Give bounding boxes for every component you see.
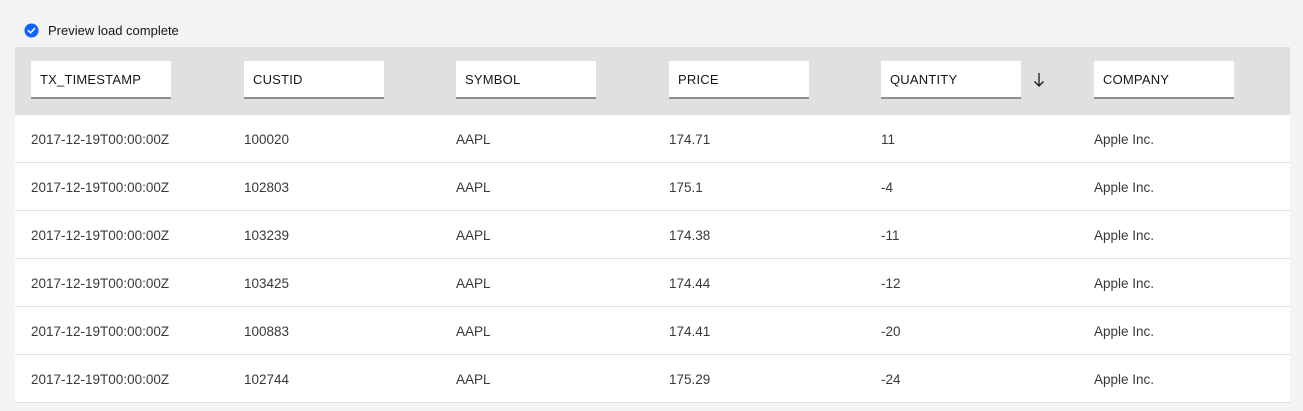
cell-quantity: 11 bbox=[881, 132, 896, 147]
cell-price: 174.44 bbox=[669, 276, 711, 291]
cell-quantity: -20 bbox=[881, 324, 901, 339]
cell-custid: 103425 bbox=[244, 276, 290, 291]
cell-price: 174.41 bbox=[669, 324, 711, 339]
cell-price: 174.38 bbox=[669, 228, 711, 243]
cell-symbol: AAPL bbox=[456, 324, 491, 339]
cell-price: 175.29 bbox=[669, 372, 711, 387]
cell-price: 175.1 bbox=[669, 180, 703, 195]
cell-symbol: AAPL bbox=[456, 228, 491, 243]
cell-quantity: -24 bbox=[881, 372, 901, 387]
table-body: 2017-12-19T00:00:00Z 100020 AAPL 174.71 11 Ap… bbox=[15, 115, 1290, 403]
cell-custid: 103239 bbox=[244, 228, 290, 243]
cell-quantity: -11 bbox=[881, 228, 900, 243]
cell-tx-timestamp: 2017-12-19T00:00:00Z bbox=[31, 228, 170, 243]
preview-status: Preview load complete bbox=[24, 21, 179, 39]
column-header-custid[interactable]: CUSTID bbox=[244, 61, 384, 99]
preview-table: TX_TIMESTAMP CUSTID SYMBOL PRICE QUANTIT… bbox=[15, 47, 1290, 403]
cell-custid: 100883 bbox=[244, 324, 290, 339]
column-header-price[interactable]: PRICE bbox=[669, 61, 809, 99]
cell-company: Apple Inc. bbox=[1094, 372, 1155, 387]
column-header-company[interactable]: COMPANY bbox=[1094, 61, 1234, 99]
cell-price: 174.71 bbox=[669, 132, 711, 147]
table-row: 2017-12-19T00:00:00Z 103239 AAPL 174.38 -11 A… bbox=[15, 211, 1290, 259]
table-row: 2017-12-19T00:00:00Z 102744 AAPL 175.29 -24 A… bbox=[15, 355, 1290, 403]
column-header-tx-timestamp[interactable]: TX_TIMESTAMP bbox=[31, 61, 171, 99]
preview-status-text: Preview load complete bbox=[48, 22, 179, 38]
cell-custid: 102803 bbox=[244, 180, 290, 195]
cell-tx-timestamp: 2017-12-19T00:00:00Z bbox=[31, 132, 170, 147]
cell-tx-timestamp: 2017-12-19T00:00:00Z bbox=[31, 372, 170, 387]
cell-tx-timestamp: 2017-12-19T00:00:00Z bbox=[31, 276, 170, 291]
cell-symbol: AAPL bbox=[456, 372, 491, 387]
cell-symbol: AAPL bbox=[456, 276, 491, 291]
cell-tx-timestamp: 2017-12-19T00:00:00Z bbox=[31, 324, 170, 339]
column-header-quantity[interactable]: QUANTITY bbox=[881, 61, 1021, 99]
table-row: 2017-12-19T00:00:00Z 102803 AAPL 175.1 -4 App… bbox=[15, 163, 1290, 211]
arrow-down-icon[interactable] bbox=[1032, 71, 1046, 89]
checkmark-filled-icon bbox=[24, 22, 39, 38]
cell-quantity: -12 bbox=[881, 276, 901, 291]
cell-symbol: AAPL bbox=[456, 132, 491, 147]
cell-company: Apple Inc. bbox=[1094, 324, 1155, 339]
cell-company: Apple Inc. bbox=[1094, 228, 1155, 243]
cell-custid: 102744 bbox=[244, 372, 290, 387]
table-row: 2017-12-19T00:00:00Z 100020 AAPL 174.71 11 Ap… bbox=[15, 115, 1290, 163]
table-header: TX_TIMESTAMP CUSTID SYMBOL PRICE QUANTIT… bbox=[15, 47, 1290, 115]
cell-custid: 100020 bbox=[244, 132, 290, 147]
table-row: 2017-12-19T00:00:00Z 100883 AAPL 174.41 -20 A… bbox=[15, 307, 1290, 355]
cell-tx-timestamp: 2017-12-19T00:00:00Z bbox=[31, 180, 170, 195]
cell-company: Apple Inc. bbox=[1094, 276, 1155, 291]
cell-quantity: -4 bbox=[881, 180, 894, 195]
table-row: 2017-12-19T00:00:00Z 103425 AAPL 174.44 -12 A… bbox=[15, 259, 1290, 307]
cell-symbol: AAPL bbox=[456, 180, 491, 195]
cell-company: Apple Inc. bbox=[1094, 132, 1155, 147]
column-header-symbol[interactable]: SYMBOL bbox=[456, 61, 596, 99]
cell-company: Apple Inc. bbox=[1094, 180, 1155, 195]
